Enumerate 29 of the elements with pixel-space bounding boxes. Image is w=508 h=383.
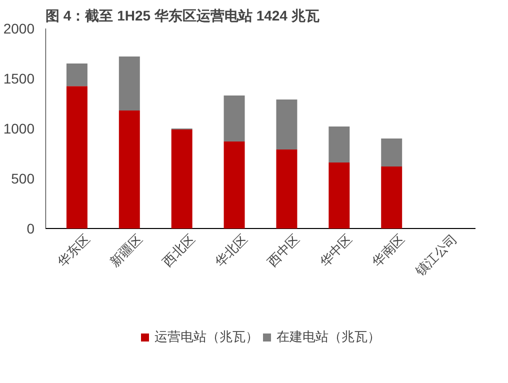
bar: [276, 100, 298, 150]
bar: [66, 64, 88, 86]
bar: [66, 86, 88, 228]
legend-label: 运营电站（兆瓦）: [154, 328, 258, 346]
bar: [381, 138, 402, 166]
y-tick-label: 1500: [3, 70, 35, 86]
bar: [171, 130, 192, 228]
bar: [381, 166, 402, 228]
bar: [276, 150, 298, 228]
bar: [328, 162, 350, 228]
bar: [118, 110, 140, 228]
bar: [118, 56, 140, 110]
x-tick-label: 镇江公司: [412, 231, 460, 280]
y-tick-label: 500: [11, 170, 35, 186]
y-tick-label: 0: [26, 220, 35, 236]
bar: [224, 142, 245, 228]
x-tick-label: 新疆区: [107, 231, 146, 270]
bar: [328, 126, 350, 162]
x-tick-label: 华东区: [54, 231, 93, 270]
chart-title: 图 4：截至 1H25 华东区运营电站 1424 兆瓦: [46, 8, 320, 24]
x-tick-label: 西中区: [264, 231, 303, 270]
x-tick-label: 华北区: [212, 231, 250, 270]
x-tick-label: 华南区: [369, 231, 408, 270]
x-tick-label: 华中区: [316, 231, 355, 270]
bar: [224, 96, 245, 142]
legend-label: 在建电站（兆瓦）: [276, 328, 380, 346]
y-tick-label: 2000: [3, 20, 35, 36]
y-tick-label: 1000: [3, 120, 35, 136]
x-tick-label: 西北区: [159, 231, 198, 270]
